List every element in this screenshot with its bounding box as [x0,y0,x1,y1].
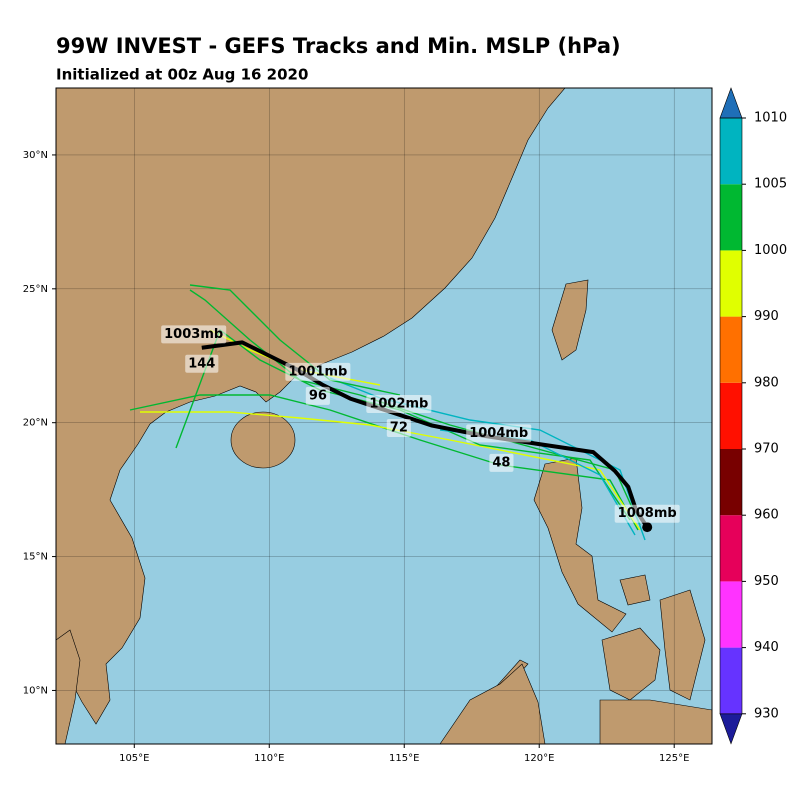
track-label: 96 [309,388,327,403]
lon-tick-label: 105°E [119,753,149,764]
colorbar-tick-label: 960 [754,508,779,523]
colorbar-segment [720,581,742,648]
label-background [489,453,514,472]
track-label: 1001mb [288,364,347,379]
colorbar-segment [720,449,742,516]
label-background [185,354,219,373]
map-frame [55,87,713,745]
lat-tick-label: 30°N [23,150,48,161]
label-background [366,394,432,413]
label-background [386,419,411,438]
colorbar-segment [720,382,742,449]
label-background [614,504,680,523]
colorbar-frame [719,117,743,715]
subtitle: Initialized at 00z Aug 16 2020 [56,66,308,84]
track-label: 1002mb [369,396,428,411]
lat-tick-label: 25°N [23,284,48,295]
label-background [285,362,351,381]
track-label: 48 [492,455,510,470]
lon-tick-label: 125°E [659,753,689,764]
land [56,88,712,744]
colorbar-tick-label: 940 [754,640,779,655]
colorbar-tick-label: 980 [754,375,779,390]
track-label: 1003mb [164,327,223,342]
colorbar-tick-label: 950 [754,574,779,589]
colorbar-tick-label: 970 [754,442,779,457]
colorbar-segment [720,647,742,714]
track-label: 1004mb [469,426,528,441]
track-label: 72 [390,421,408,436]
colorbar-tick-label: 1000 [754,243,787,258]
title: 99W INVEST - GEFS Tracks and Min. MSLP (… [56,34,621,58]
label-background [161,325,227,344]
colorbar-extension [719,713,743,745]
lat-tick-label: 10°N [23,685,48,696]
colorbar-extension [719,87,743,119]
track-label: 144 [188,356,215,371]
colorbar-segment [720,250,742,317]
colorbar-segment [720,515,742,582]
lon-tick-label: 115°E [389,753,419,764]
lon-tick-label: 110°E [254,753,284,764]
lat-tick-label: 20°N [23,418,48,429]
colorbar-segment [720,118,742,185]
colorbar-segment [720,184,742,251]
track-label: 1008mb [618,506,677,521]
start-point [642,522,653,533]
colorbar-tick-label: 1010 [754,111,787,126]
label-background [305,386,330,405]
colorbar-segment [720,316,742,383]
mean-track [201,340,649,529]
lat-tick-label: 15°N [23,552,48,563]
lon-tick-label: 120°E [524,753,554,764]
colorbar-tick-label: 1005 [754,177,787,192]
label-background [466,424,532,443]
colorbar-tick-label: 990 [754,309,779,324]
colorbar-tick-label: 930 [754,706,779,721]
